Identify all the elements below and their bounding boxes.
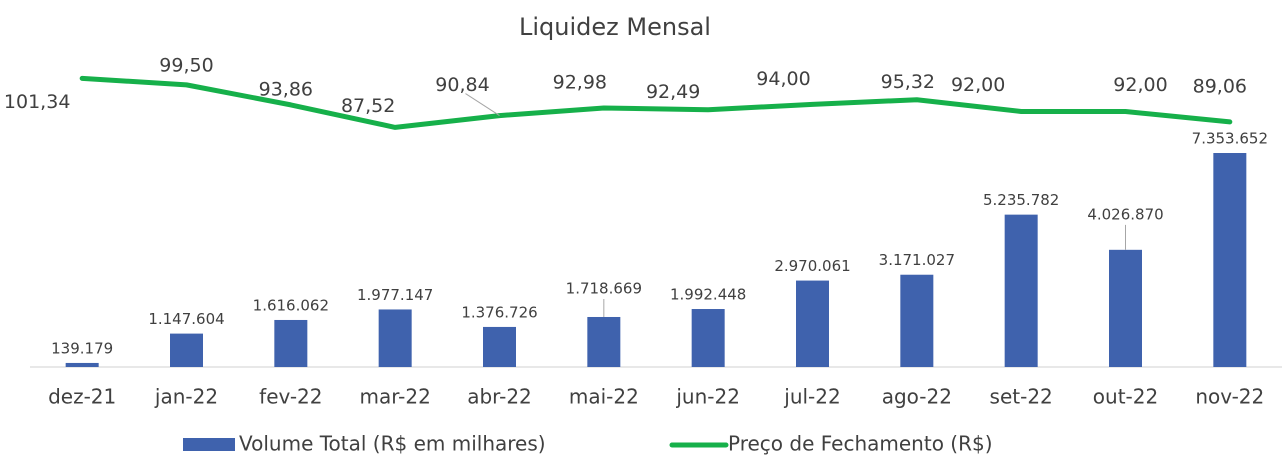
data-label: 92,49: [646, 81, 700, 103]
x-tick-label: nov-22: [1195, 385, 1264, 409]
data-label: 1.147.604: [148, 310, 224, 328]
x-tick-label: jun-22: [675, 385, 740, 409]
bar: [1213, 153, 1247, 367]
data-label: 92,00: [1113, 74, 1167, 96]
bar: [65, 362, 99, 367]
x-tick-label: ago-22: [882, 385, 952, 409]
data-label: 1.376.726: [461, 303, 537, 321]
x-tick-label: set-22: [990, 385, 1053, 409]
legend-label: Preço de Fechamento (R$): [728, 432, 993, 456]
data-label: 7.353.652: [1192, 130, 1268, 148]
bar: [170, 333, 203, 367]
x-tick-label: fev-22: [259, 385, 322, 409]
data-label: 1.977.147: [357, 286, 433, 304]
bar: [378, 309, 412, 367]
bar: [900, 274, 934, 367]
data-label: 93,86: [259, 78, 313, 100]
bar: [1004, 214, 1038, 367]
data-label: 2.970.061: [774, 257, 850, 275]
data-label: 87,52: [341, 95, 395, 117]
data-label: 139.179: [51, 339, 113, 357]
data-label: 3.171.027: [879, 251, 955, 269]
data-label: 101,34: [4, 91, 70, 113]
data-label: 92,98: [553, 72, 607, 94]
data-label: 92,00: [951, 74, 1005, 96]
data-label: 4.026.870: [1087, 205, 1163, 223]
x-tick-label: mar-22: [359, 385, 430, 409]
line: [79, 75, 1233, 130]
bar: [483, 326, 516, 367]
data-label: 1.616.062: [253, 296, 329, 314]
x-tick-label: abr-22: [467, 385, 532, 409]
x-tick-label: out-22: [1093, 385, 1158, 409]
data-label: 90,84: [435, 74, 489, 96]
bar: [796, 280, 829, 367]
x-tick-label: mai-22: [569, 385, 639, 409]
bar: [274, 319, 308, 367]
data-label: 99,50: [159, 54, 213, 76]
bar: [691, 309, 725, 367]
data-label: 95,32: [881, 71, 935, 93]
x-tick-label: jul-22: [783, 385, 840, 409]
data-label: 94,00: [756, 68, 810, 90]
data-label: 1.992.448: [670, 286, 746, 304]
chart-title: Liquidez Mensal: [519, 13, 711, 41]
data-label: 1.718.669: [566, 279, 642, 297]
x-tick-label: dez-21: [48, 385, 116, 409]
x-tick-label: jan-22: [154, 385, 218, 409]
data-label: 89,06: [1193, 75, 1247, 97]
leader-line: [465, 93, 500, 117]
legend-label: Volume Total (R$ em milhares): [239, 432, 546, 456]
bar: [1109, 249, 1142, 367]
data-label: 5.235.782: [983, 191, 1059, 209]
bar: [587, 316, 621, 367]
legend-swatch: [183, 438, 235, 451]
